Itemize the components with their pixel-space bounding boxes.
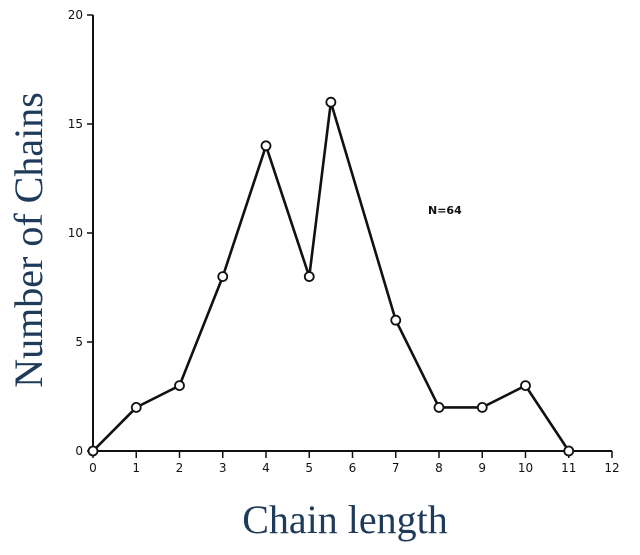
- data-point: [433, 401, 445, 413]
- data-point: [520, 380, 531, 392]
- sample-size-annotation: N=64: [428, 204, 462, 217]
- data-series: [87, 96, 575, 457]
- x-tick-label: 5: [305, 461, 313, 475]
- y-tick-label: 10: [68, 226, 83, 240]
- y-tick-label: 5: [75, 335, 83, 349]
- x-axis-label: Chain length: [242, 497, 448, 542]
- x-tick-label: 0: [89, 461, 97, 475]
- y-tick-label: 0: [75, 444, 83, 458]
- x-tick-label: 9: [478, 461, 486, 475]
- y-axis-label: Number of Chains: [6, 92, 51, 388]
- x-tick-label: 4: [262, 461, 270, 475]
- data-point: [390, 314, 402, 326]
- axes: [92, 15, 612, 452]
- x-tick-label: 8: [435, 461, 443, 475]
- y-tick-label: 15: [68, 117, 83, 131]
- data-point: [303, 271, 315, 283]
- x-tick-label: 6: [349, 461, 357, 475]
- data-point: [563, 445, 575, 457]
- y-tick-label: 20: [68, 8, 83, 22]
- data-point: [174, 380, 185, 392]
- data-point: [260, 140, 272, 152]
- data-point: [217, 271, 229, 283]
- data-point: [87, 445, 99, 457]
- x-tick-label: 12: [604, 461, 619, 475]
- data-point: [325, 96, 337, 108]
- x-tick-label: 2: [176, 461, 184, 475]
- data-point: [130, 401, 142, 413]
- x-tick-label: 7: [392, 461, 400, 475]
- data-point: [476, 401, 488, 413]
- x-tick-label: 1: [132, 461, 140, 475]
- x-tick-label: 10: [518, 461, 533, 475]
- x-tick-label: 3: [219, 461, 227, 475]
- series-line: [92, 100, 570, 452]
- x-tick-label: 11: [561, 461, 576, 475]
